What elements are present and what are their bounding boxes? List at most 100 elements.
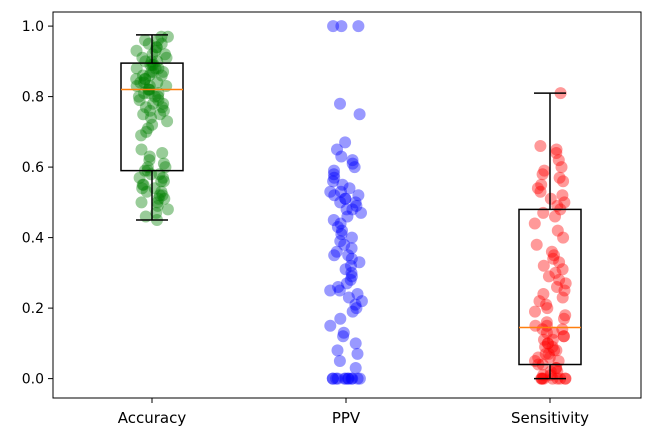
data-point-ppv (340, 203, 353, 216)
data-point-ppv (342, 249, 355, 262)
data-point-sensitivity (538, 164, 551, 177)
data-point-ppv (342, 372, 355, 385)
data-point-accuracy (139, 34, 151, 47)
data-point-sensitivity (534, 140, 547, 152)
data-point-accuracy (137, 108, 150, 121)
box-sensitivity (518, 92, 582, 380)
data-point-ppv (335, 185, 347, 198)
data-point-ppv (340, 277, 353, 290)
data-point-sensitivity (557, 330, 570, 343)
data-point-ppv (335, 20, 348, 33)
x-tick-label-sensitivity: Sensitivity (511, 409, 589, 427)
data-point-sensitivity (547, 326, 560, 339)
y-tick-label: 0.0 (22, 372, 44, 388)
y-tick-label: 0.2 (22, 301, 44, 317)
data-point-accuracy (148, 90, 161, 103)
box-iqr (518, 208, 582, 366)
data-point-sensitivity (553, 273, 566, 286)
data-point-sensitivity (543, 351, 556, 364)
y-tick-label: 0.8 (22, 90, 44, 106)
data-point-ppv (352, 189, 365, 202)
data-point-accuracy (139, 73, 151, 85)
data-point-ppv (337, 330, 350, 343)
data-point-accuracy (147, 97, 160, 110)
data-point-ppv (343, 182, 356, 195)
data-point-sensitivity (541, 337, 554, 350)
data-point-accuracy (147, 65, 160, 78)
data-point-ppv (335, 228, 348, 241)
data-point-sensitivity (533, 295, 546, 308)
data-point-ppv (327, 168, 340, 181)
data-point-sensitivity (535, 178, 548, 191)
data-point-sensitivity (537, 288, 550, 300)
data-point-accuracy (151, 34, 164, 47)
data-point-sensitivity (547, 252, 560, 265)
data-point-accuracy (136, 182, 149, 195)
data-point-ppv (353, 372, 366, 385)
data-point-accuracy (157, 104, 170, 117)
data-point-accuracy (149, 62, 162, 75)
data-point-ppv (330, 372, 343, 385)
data-point-accuracy (137, 69, 149, 82)
data-point-sensitivity (529, 319, 542, 332)
data-point-accuracy (152, 94, 165, 107)
y-tick-label: 0.4 (22, 231, 44, 247)
data-point-sensitivity (555, 161, 568, 174)
data-point-sensitivity (540, 326, 553, 339)
data-point-ppv (339, 192, 352, 205)
data-point-sensitivity (544, 192, 557, 205)
data-point-ppv (327, 214, 340, 226)
data-point-ppv (345, 242, 358, 255)
data-point-ppv (342, 372, 355, 385)
box-iqr (120, 62, 184, 172)
data-point-ppv (346, 154, 359, 167)
data-point-ppv (351, 347, 364, 360)
data-point-sensitivity (550, 147, 563, 159)
data-point-ppv (350, 199, 363, 212)
data-point-accuracy (150, 41, 163, 54)
data-point-accuracy (151, 76, 164, 89)
x-tick-label-accuracy: Accuracy (118, 409, 187, 427)
data-point-accuracy (135, 143, 148, 156)
x-tick-label-ppv: PPV (332, 409, 361, 427)
data-point-sensitivity (559, 309, 572, 322)
data-point-ppv (328, 189, 341, 202)
data-point-accuracy (154, 108, 167, 121)
data-point-accuracy (155, 30, 168, 43)
data-point-accuracy (139, 55, 152, 68)
data-point-accuracy (155, 175, 168, 188)
data-point-ppv (350, 302, 363, 315)
data-point-ppv (355, 206, 367, 219)
data-point-sensitivity (550, 344, 563, 357)
data-point-ppv (324, 185, 337, 198)
data-point-ppv (327, 20, 340, 33)
data-point-ppv (345, 259, 357, 272)
data-point-accuracy (145, 65, 158, 78)
data-point-sensitivity (544, 365, 557, 378)
data-point-sensitivity (549, 266, 562, 279)
data-point-ppv (355, 295, 368, 308)
data-point-sensitivity (549, 210, 561, 223)
data-point-sensitivity (546, 333, 559, 346)
data-point-accuracy (155, 37, 168, 50)
data-point-sensitivity (540, 316, 553, 329)
data-point-accuracy (151, 196, 164, 209)
data-point-ppv (334, 196, 347, 209)
data-point-ppv (326, 372, 339, 385)
data-point-ppv (335, 150, 348, 163)
data-point-ppv (327, 175, 340, 188)
data-point-accuracy (143, 150, 156, 163)
data-point-accuracy (155, 69, 168, 82)
data-point-sensitivity (557, 231, 570, 244)
data-point-sensitivity (553, 256, 566, 269)
data-point-accuracy (139, 101, 152, 114)
data-point-ppv (333, 284, 346, 297)
data-point-ppv (345, 231, 358, 244)
data-point-sensitivity (538, 333, 550, 346)
data-point-ppv (345, 252, 358, 265)
data-point-sensitivity (556, 291, 569, 304)
data-point-ppv (341, 210, 354, 223)
x-axis: Accuracy PPV Sensitivity (118, 398, 589, 427)
data-point-sensitivity (557, 175, 570, 188)
data-point-ppv (353, 256, 366, 269)
